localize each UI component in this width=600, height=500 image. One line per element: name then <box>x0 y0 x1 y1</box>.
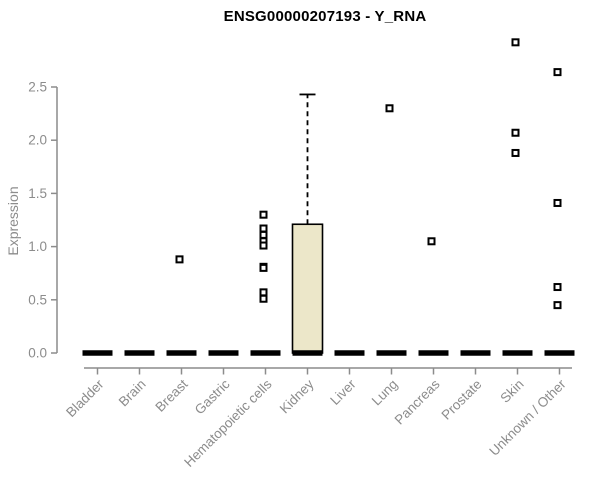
median-bar-prostate <box>460 350 491 356</box>
x-tick-label: Skin <box>497 377 526 406</box>
outlier-point <box>259 263 268 272</box>
y-tick-label: 0.0 <box>28 346 47 361</box>
outlier-point <box>259 230 268 239</box>
outlier-point <box>511 38 520 47</box>
median-bar-gastric <box>208 350 239 356</box>
x-tick-label: Lung <box>369 377 401 409</box>
median-bar-skin <box>502 350 533 356</box>
x-tick-label: Bladder <box>63 376 107 420</box>
median-bar-unknown-other <box>544 350 575 356</box>
outlier-point <box>259 224 268 233</box>
outlier-point <box>427 237 436 246</box>
box-kidney <box>291 223 324 354</box>
y-axis-title: Expression <box>5 186 21 256</box>
median-bar-pancreas <box>418 350 449 356</box>
outlier-point <box>259 241 268 250</box>
median-bar-breast <box>166 350 197 356</box>
outlier-point <box>259 210 268 219</box>
y-tick-label: 0.5 <box>28 292 47 307</box>
outlier-point <box>553 198 562 207</box>
outlier-point <box>553 301 562 310</box>
x-tick-label: Unknown / Other <box>486 376 569 459</box>
outlier-point <box>385 104 394 113</box>
median-bar-kidney <box>292 350 323 356</box>
outlier-point <box>175 255 184 264</box>
x-tick-label: Kidney <box>277 376 317 416</box>
x-tick-label: Breast <box>152 376 190 414</box>
outlier-point <box>259 294 268 303</box>
outlier-point <box>511 128 520 137</box>
outlier-point <box>553 68 562 77</box>
x-tick-label: Prostate <box>438 377 484 423</box>
y-tick-label: 2.5 <box>28 80 47 95</box>
outlier-point <box>511 148 520 157</box>
median-bar-hematopoietic-cells <box>250 350 281 356</box>
y-tick-label: 1.5 <box>28 186 47 201</box>
x-tick-label: Pancreas <box>392 376 443 427</box>
y-tick-label: 1.0 <box>28 239 47 254</box>
median-bar-brain <box>124 350 155 356</box>
outlier-point <box>553 283 562 292</box>
x-tick-label: Brain <box>116 377 149 410</box>
x-tick-label: Liver <box>327 376 359 408</box>
y-tick-label: 2.0 <box>28 133 47 148</box>
median-bar-bladder <box>82 350 113 356</box>
median-bar-lung <box>376 350 407 356</box>
chart-title: ENSG00000207193 - Y_RNA <box>223 8 427 25</box>
x-tick-label: Gastric <box>192 376 233 417</box>
median-bar-liver <box>334 350 365 356</box>
outlier-point <box>259 288 268 297</box>
